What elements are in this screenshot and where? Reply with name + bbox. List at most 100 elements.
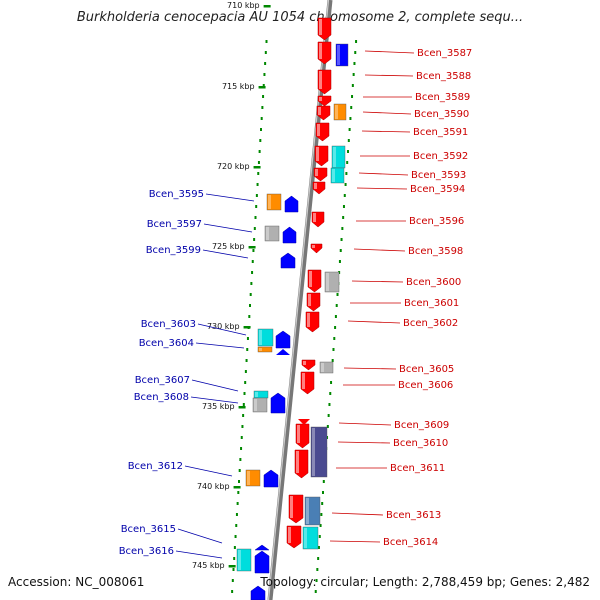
track-dot-left (231, 579, 234, 582)
forward-gene-label: Bcen_3587 (417, 48, 472, 59)
forward-gene-label: Bcen_3600 (406, 277, 461, 288)
track-dot-right (352, 73, 355, 76)
forward-leader-line (358, 172, 409, 176)
gene-box-orange-shade (259, 348, 262, 351)
kbp-tick-mark (263, 5, 271, 8)
track-dot-right (341, 227, 344, 230)
track-dot-right (355, 40, 358, 43)
track-dot-left (240, 436, 243, 439)
track-dot-right (343, 194, 346, 197)
gene-box-gray (324, 271, 340, 293)
track-dot-right (334, 315, 337, 318)
forward-gene-label: Bcen_3606 (398, 380, 453, 391)
forward-gene-shade (302, 373, 305, 389)
track-dot-left (244, 370, 247, 373)
track-dot-right (342, 205, 345, 208)
track-dot-left (234, 535, 237, 538)
reverse-gene (280, 252, 296, 269)
reverse-gene (250, 585, 266, 600)
kbp-tick-label: 735 kbp (202, 402, 235, 411)
track-dot-left (257, 161, 260, 164)
track-dot-left (245, 359, 248, 362)
track-dot-left (256, 183, 259, 186)
track-dot-right (322, 480, 325, 483)
kbp-tick-label: 745 kbp (192, 561, 225, 570)
gene-box-blue (335, 43, 349, 67)
gene-box-steelblue-shade (306, 498, 309, 524)
track-dot-left (254, 216, 257, 219)
kbp-tick-label: 715 kbp (222, 82, 255, 91)
forward-gene-label: Bcen_3589 (415, 92, 470, 103)
track-dot-left (265, 40, 268, 43)
track-dot-left (241, 425, 244, 428)
reverse-gene (282, 226, 297, 244)
forward-gene-shade (313, 213, 316, 222)
gene-box-gray-shade (326, 273, 329, 291)
reverse-gene (270, 392, 286, 414)
track-dot-left (233, 557, 236, 560)
track-dot-left (251, 260, 254, 263)
track-dot-left (246, 348, 249, 351)
reverse-leader-line (203, 223, 253, 233)
gene-box-cyan (236, 548, 252, 572)
track-dot-right (350, 106, 353, 109)
reverse-leader-line (184, 465, 233, 477)
gene-box-blue-shade (337, 45, 340, 65)
track-dot-left (255, 205, 258, 208)
reverse-gene-small (276, 349, 290, 355)
track-dot-left (240, 447, 243, 450)
reverse-gene (254, 550, 270, 574)
reverse-gene-label: Bcen_3597 (147, 219, 202, 230)
reverse-leader-line (175, 550, 223, 559)
forward-leader-line (361, 130, 411, 133)
track-dot-left (235, 513, 238, 516)
track-dot-left (238, 480, 240, 483)
forward-gene-shade (288, 527, 291, 543)
track-dot-right (326, 425, 329, 428)
forward-leader-line (337, 441, 391, 444)
reverse-gene-label: Bcen_3616 (119, 546, 174, 557)
gene-box-cyan-shade (259, 330, 262, 345)
gene-box-orange-shade (335, 105, 338, 119)
reverse-leader-line (205, 193, 255, 202)
gene-box-cyan (257, 328, 274, 347)
track-dot-right (334, 326, 337, 329)
gene-labels: Bcen_3587 Bcen_3588 Bcen_3589 Bcen_3590 Bcen… (119, 48, 473, 557)
reverse-gene-small (254, 544, 270, 551)
track-dot-right (321, 502, 324, 505)
gene-box-steelblue (304, 496, 321, 526)
track-dot-left (260, 128, 262, 131)
gene-box-gray (252, 397, 268, 413)
track-dot-left (246, 337, 249, 340)
gene-box-navy-shade (312, 428, 315, 476)
kbp-tick-mark (243, 326, 251, 329)
kbp-tick-label: 725 kbp (212, 242, 245, 251)
forward-gene-shade (296, 451, 299, 473)
kbp-tick-label: 740 kbp (197, 482, 230, 491)
gene-box-gray (264, 225, 280, 242)
track-dot-right (315, 579, 318, 582)
track-dot-left (260, 117, 263, 120)
forward-leader-line (362, 111, 412, 115)
track-dot-right (353, 62, 356, 65)
track-dot-right (347, 139, 350, 142)
forward-gene-label: Bcen_3611 (390, 463, 445, 474)
gene-box-cyan-shade (255, 392, 258, 397)
reverse-leader-line (177, 528, 223, 544)
reverse-gene-label: Bcen_3599 (146, 245, 201, 256)
map-title: Burkholderia cenocepacia AU 1054 chromos… (76, 10, 524, 25)
forward-gene-shade (316, 147, 319, 161)
forward-gene-shade (319, 43, 322, 59)
gene-box-cyan (302, 526, 319, 550)
track-dot-left (242, 403, 245, 406)
track-dot-right (320, 513, 323, 516)
track-dot-right (348, 128, 351, 131)
reverse-gene-label: Bcen_3615 (121, 524, 176, 535)
track-dot-left (250, 282, 253, 285)
gene-box-gray-shade (254, 399, 257, 411)
track-dot-left (243, 392, 246, 395)
track-dot-left (264, 62, 267, 65)
track-dot-left (263, 73, 266, 76)
reverse-gene-label: Bcen_3607 (135, 375, 190, 386)
track-dot-right (331, 359, 334, 362)
